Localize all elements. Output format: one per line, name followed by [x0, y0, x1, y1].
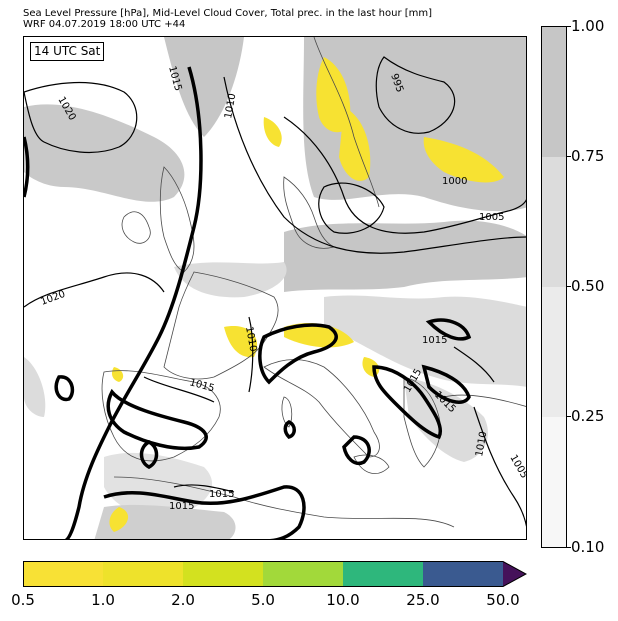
weather-map: 1015 1020 1010 995 1000 1005 1020 1010 1… [23, 36, 527, 540]
tick-mark [567, 286, 571, 287]
precip-bar-segment [23, 561, 103, 587]
isobar-label: 1005 [479, 212, 504, 223]
coastline-layer [101, 37, 526, 528]
time-label: 14 UTC Sat [30, 42, 105, 61]
precip-bar-tick-label: 2.0 [171, 591, 195, 609]
isobars-thin [24, 56, 526, 528]
precip-bar-tick-label: 0.5 [11, 591, 35, 609]
precip-bar-tick-label: 1.0 [91, 591, 115, 609]
precipitation-layer [109, 57, 504, 532]
precip-bar-segment [183, 561, 263, 587]
precip-bar-segment [423, 561, 503, 587]
cloud-bar-tick-label: 0.50 [571, 277, 605, 295]
cloud-bar-tick-label: 0.25 [571, 407, 605, 425]
precip-bar-segment [343, 561, 423, 587]
chart-title: Sea Level Pressure [hPa], Mid-Level Clou… [23, 8, 433, 19]
cloud-bar-segment [542, 157, 566, 287]
cloud-bar-tick-label: 1.00 [571, 17, 605, 35]
precipitation-colorbar [23, 561, 527, 587]
precip-bar-tick-label: 10.0 [326, 591, 360, 609]
isobar-label: 1010 [243, 326, 258, 353]
isobar-1015-thick [24, 66, 472, 539]
precip-bar-tick-label: 25.0 [406, 591, 440, 609]
tick-mark [567, 416, 571, 417]
isobar-label: 1015 [188, 377, 215, 394]
tick-mark [567, 547, 571, 548]
precip-bar-tick-label: 50.0 [486, 591, 520, 609]
precip-bar-segment [263, 561, 343, 587]
cloud-bar-tick-label: 0.10 [571, 538, 605, 556]
isobar-label: 1020 [39, 289, 67, 308]
isobar-label: 1010 [474, 431, 489, 458]
precip-bar-segment [103, 561, 183, 587]
tick-mark [567, 156, 571, 157]
precip-bar-outline [23, 561, 527, 587]
precip-bar-extend-arrow [503, 561, 526, 587]
isobar-label: 1015 [209, 489, 234, 500]
cloud-bar-segment [542, 417, 566, 547]
chart-subtitle: WRF 04.07.2019 18:00 UTC +44 [23, 19, 186, 30]
cloud-bar-segment [542, 27, 566, 157]
cloud-bar-segment [542, 287, 566, 417]
precip-bar-tick-label: 5.0 [251, 591, 275, 609]
cloud-cover-colorbar [541, 26, 567, 548]
map-canvas: 1015 1020 1010 995 1000 1005 1020 1010 1… [24, 37, 527, 539]
tick-mark [567, 26, 571, 27]
isobar-label: 1000 [442, 176, 467, 187]
isobar-label: 1005 [507, 453, 527, 481]
isobar-label: 1015 [169, 501, 194, 512]
cloud-bar-tick-label: 0.75 [571, 147, 605, 165]
isobar-label: 1015 [422, 335, 447, 346]
isobar-label: 1010 [223, 93, 238, 120]
